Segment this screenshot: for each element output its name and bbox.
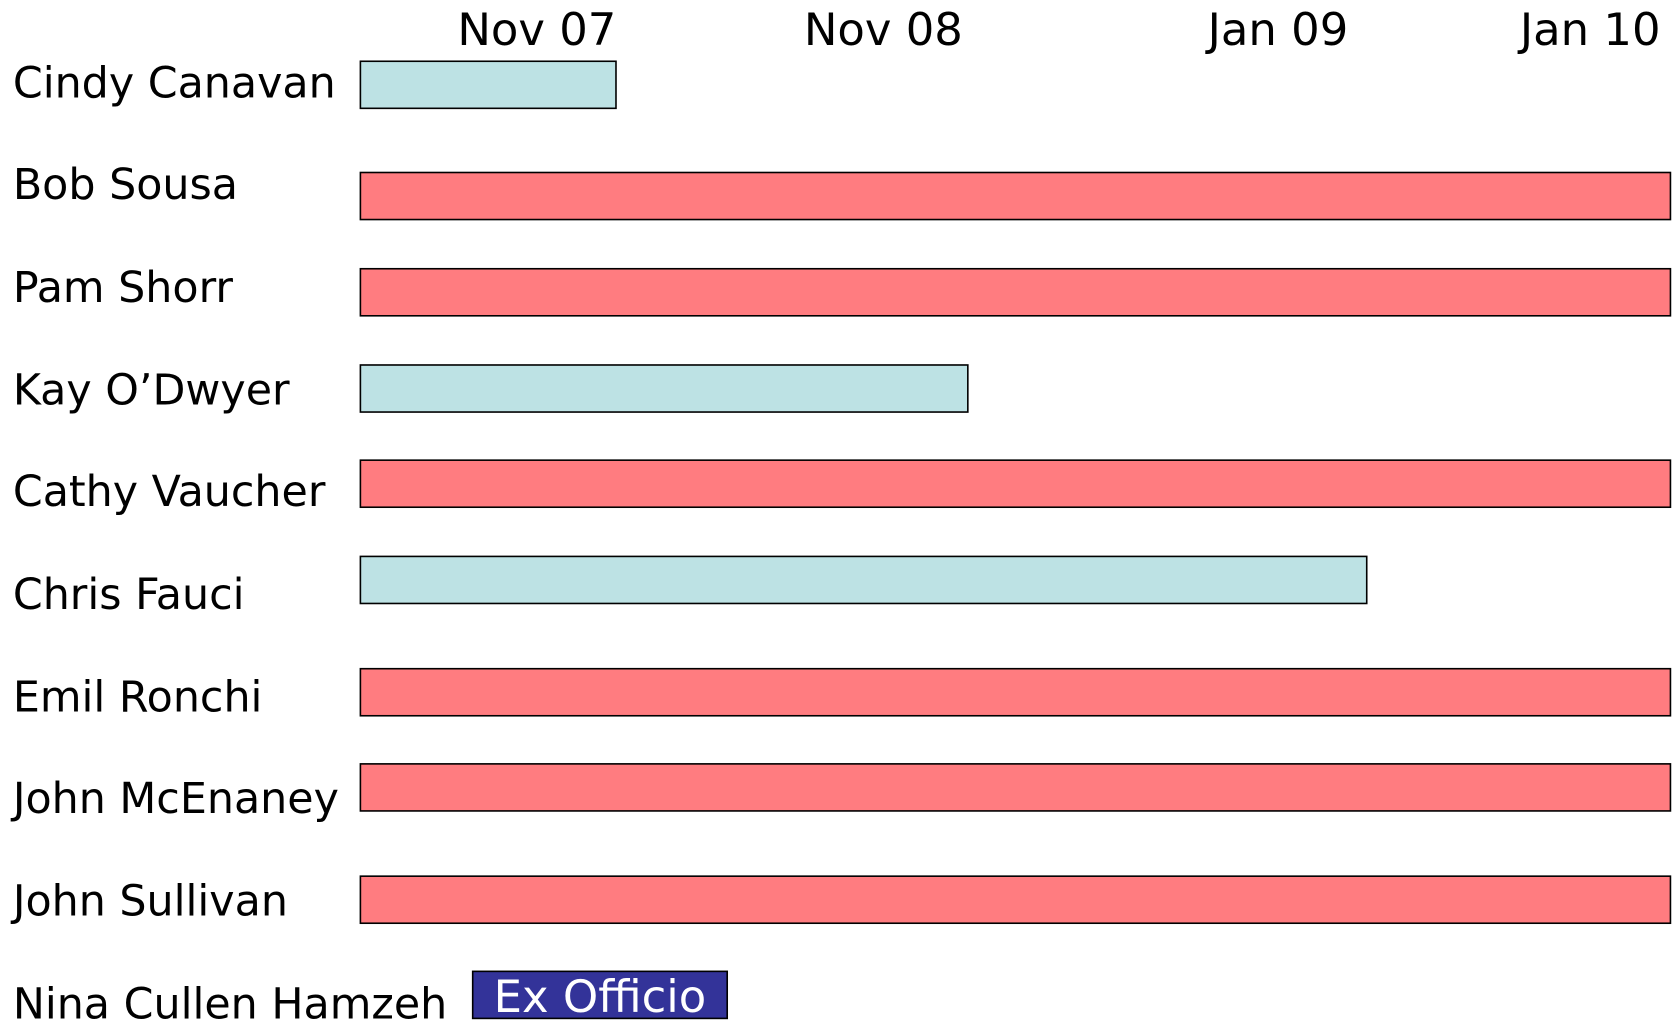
member-name: Nina Cullen Hamzeh [13,979,447,1023]
date-label: Jan 10 [1517,3,1661,56]
ex-officio-label: Ex Officio [494,970,707,1023]
date-label: Jan 09 [1205,3,1349,56]
member-name: Kay O’Dwyer [13,366,290,416]
term-bar [359,763,1672,812]
member-name: Chris Fauci [13,570,245,620]
member-name: Pam Shorr [13,263,234,313]
member-name: Cindy Canavan [13,59,336,109]
term-bar [359,875,1672,925]
member-name: Cathy Vaucher [13,467,326,517]
member-name: Bob Sousa [13,160,238,210]
member-name: John McEnaney [10,774,339,824]
date-label: Nov 07 [457,3,616,56]
term-bar [359,459,1672,509]
term-bar [359,267,1672,317]
term-bar [359,667,1672,717]
term-bar [359,364,969,413]
ex-officio-box [471,970,729,1020]
member-name: John Sullivan [10,877,288,927]
term-bar [359,171,1672,221]
member-name: Emil Ronchi [13,672,263,722]
date-label: Nov 08 [804,3,963,56]
term-bar [359,60,617,110]
term-bar [359,555,1368,605]
